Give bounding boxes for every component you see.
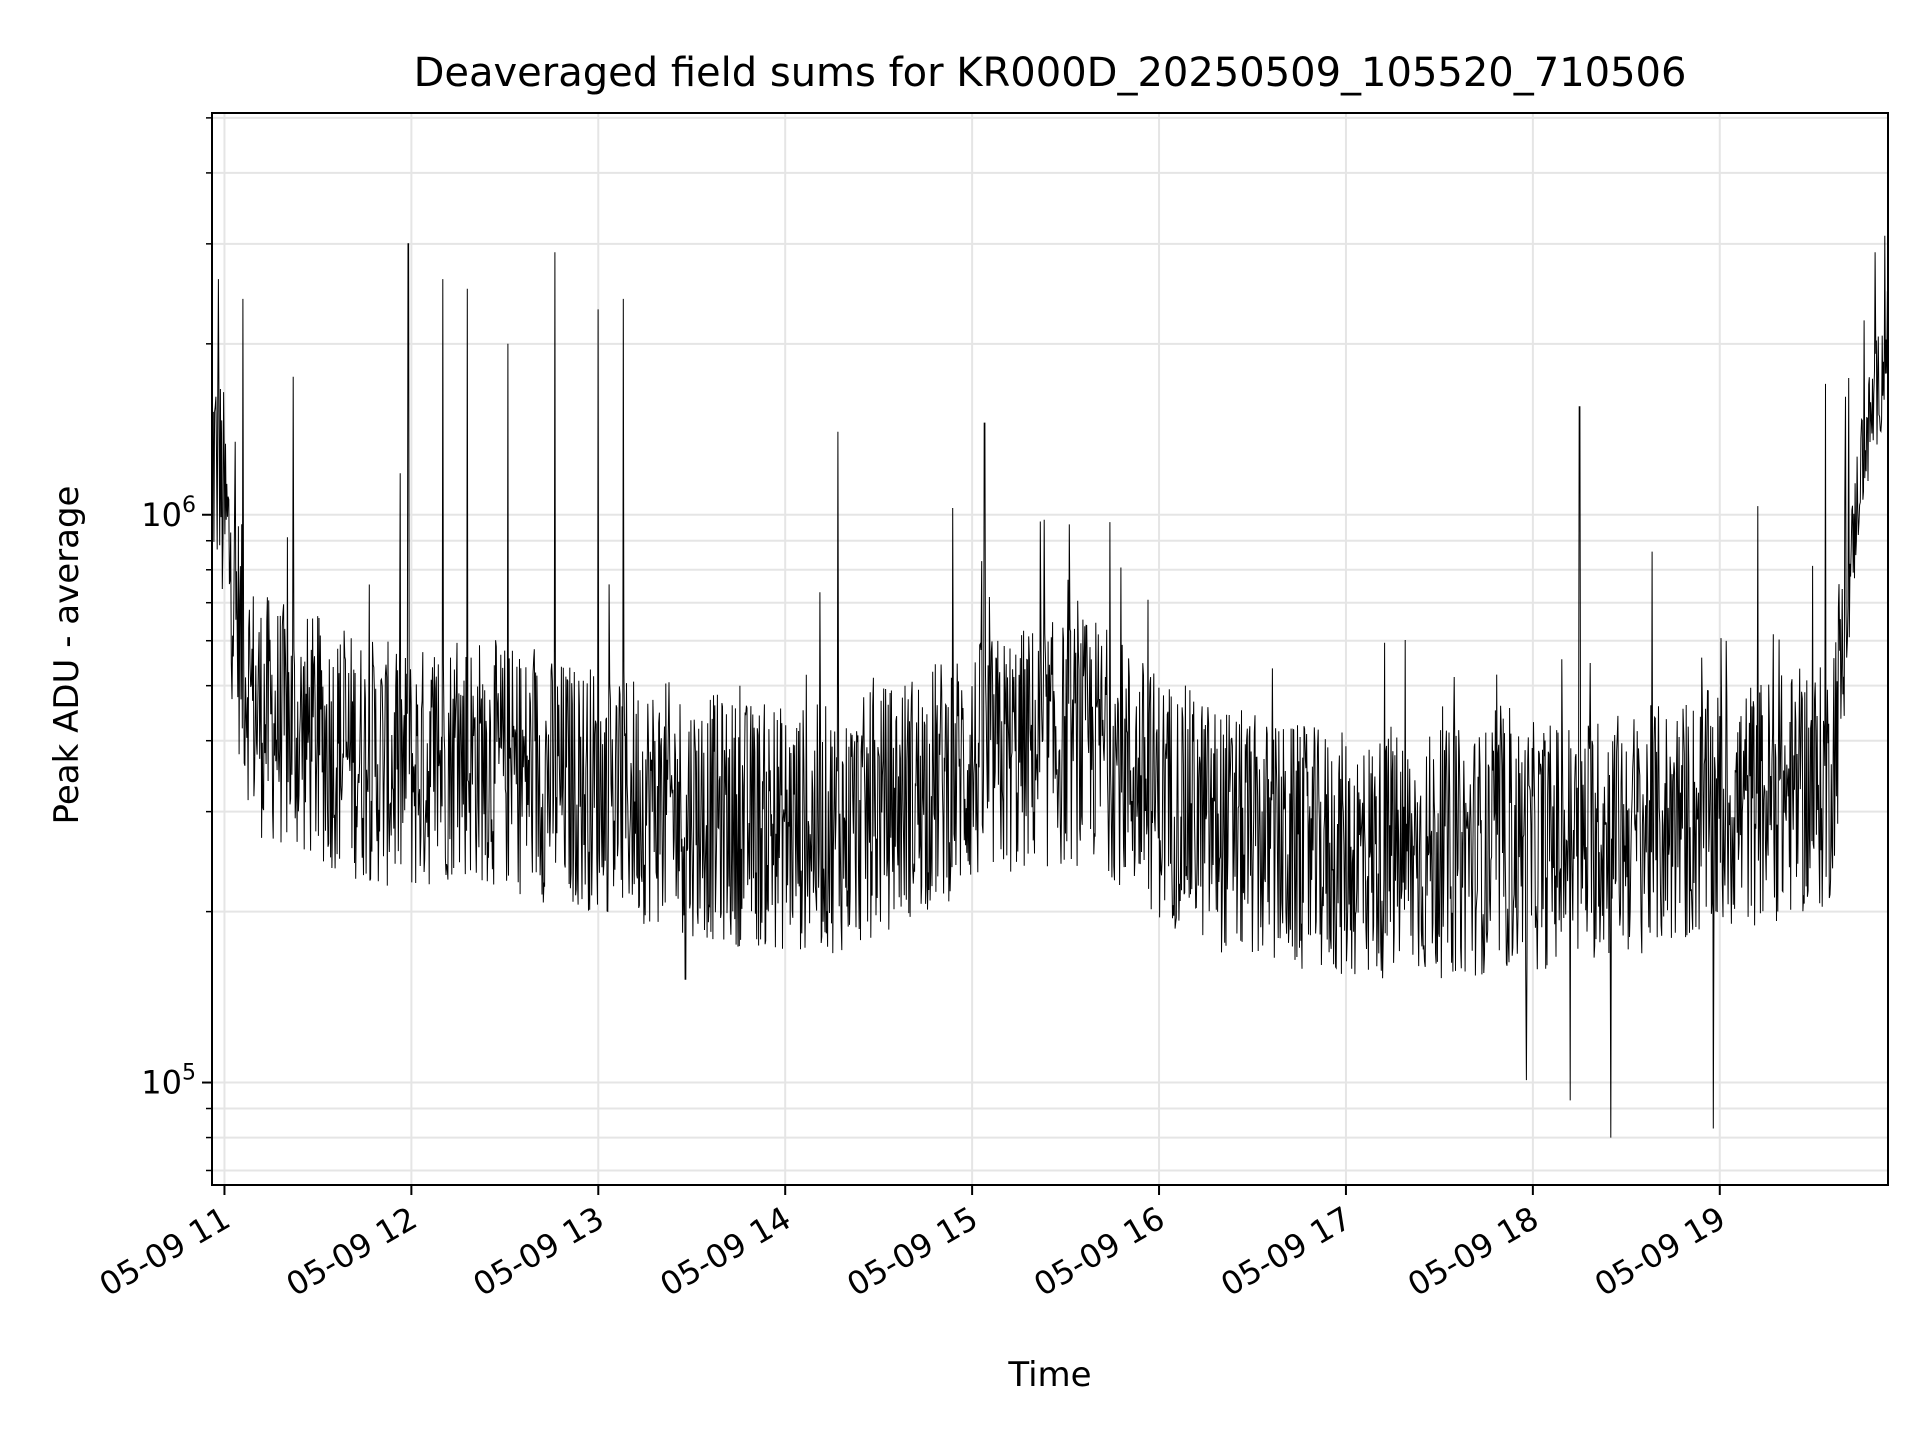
x-axis-label: Time	[1007, 1355, 1091, 1395]
x-tick-label: 05-09 15	[841, 1199, 985, 1304]
plot-frame	[211, 112, 1889, 1186]
x-axis: 05-09 11 05-09 12 05-09 13 05-09 14 05-09 15…	[93, 1185, 1732, 1304]
y-axis-label: Peak ADU - average	[47, 486, 87, 825]
chart-title: Deaveraged field sums for KR000D_2025050…	[414, 50, 1687, 96]
x-tick-label: 05-09 18	[1401, 1199, 1545, 1304]
x-tick-label: 05-09 11	[93, 1199, 237, 1304]
y-axis: 105 106	[141, 117, 212, 1172]
x-tick-label: 05-09 17	[1214, 1199, 1358, 1304]
plot-area	[211, 235, 1889, 1138]
x-tick-label: 05-09 13	[467, 1199, 611, 1304]
y-tick-label: 106	[141, 493, 196, 534]
x-tick-label: 05-09 19	[1588, 1199, 1732, 1304]
series-line	[211, 235, 1889, 1138]
x-tick-label: 05-09 14	[654, 1199, 798, 1304]
y-tick-label: 105	[141, 1061, 196, 1102]
grid	[212, 113, 1888, 1185]
x-tick-label: 05-09 12	[280, 1199, 424, 1304]
x-tick-label: 05-09 16	[1027, 1199, 1171, 1304]
